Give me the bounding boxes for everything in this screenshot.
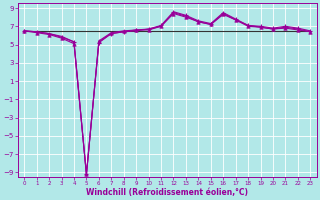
X-axis label: Windchill (Refroidissement éolien,°C): Windchill (Refroidissement éolien,°C) <box>86 188 248 197</box>
